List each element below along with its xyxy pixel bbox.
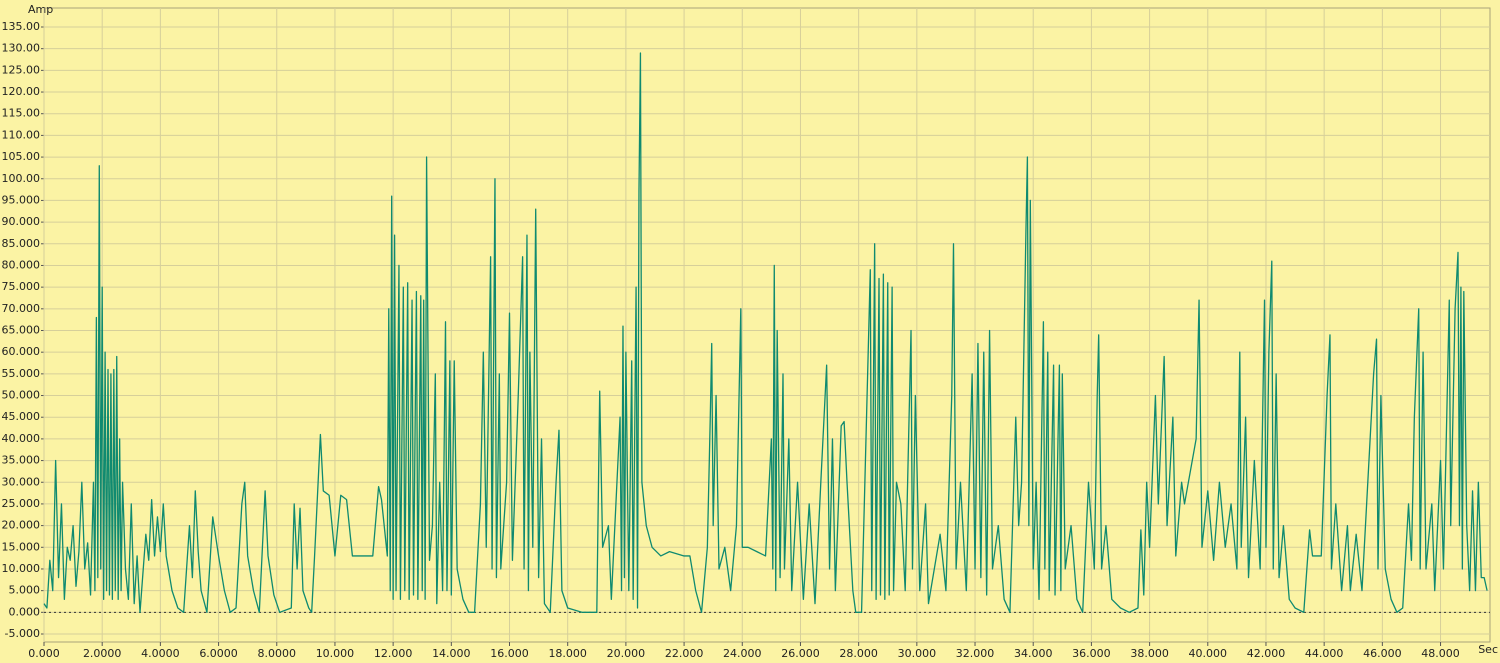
y-tick-label: 30.000 — [2, 475, 41, 488]
x-tick-label: 4.0000 — [141, 647, 180, 660]
x-tick-label: 48.000 — [1421, 647, 1460, 660]
x-tick-label: 30.000 — [898, 647, 937, 660]
y-tick-label: 95.000 — [2, 193, 41, 206]
x-tick-label: 38.000 — [1130, 647, 1169, 660]
x-tick-label: 8.0000 — [258, 647, 297, 660]
y-tick-label: 125.00 — [2, 63, 41, 76]
x-tick-label: 44.000 — [1305, 647, 1344, 660]
x-tick-label: 46.000 — [1363, 647, 1402, 660]
x-tick-label: 6.0000 — [199, 647, 238, 660]
y-tick-label: 80.000 — [2, 258, 41, 271]
x-tick-label: 34.000 — [1014, 647, 1053, 660]
y-tick-label: 75.000 — [2, 280, 41, 293]
y-tick-label: 0.000 — [9, 605, 41, 618]
x-tick-label: 26.000 — [781, 647, 820, 660]
x-tick-label: 36.000 — [1072, 647, 1111, 660]
x-tick-label: 0.000 — [28, 647, 60, 660]
y-tick-label: 45.000 — [2, 410, 41, 423]
y-tick-label: 90.000 — [2, 215, 41, 228]
x-tick-label: 28.000 — [839, 647, 878, 660]
y-tick-label: 15.000 — [2, 540, 41, 553]
x-tick-label: 32.000 — [956, 647, 995, 660]
y-tick-label: 70.000 — [2, 302, 41, 315]
y-tick-label: 5.000 — [9, 584, 41, 597]
x-tick-label: 18.000 — [548, 647, 587, 660]
y-tick-label: 100.00 — [2, 172, 41, 185]
y-tick-label: 10.000 — [2, 562, 41, 575]
x-tick-label: 2.0000 — [83, 647, 122, 660]
x-tick-label: 20.000 — [607, 647, 646, 660]
x-tick-label: 10.000 — [316, 647, 355, 660]
y-tick-label: 120.00 — [2, 85, 41, 98]
y-tick-label: 60.000 — [2, 345, 41, 358]
y-tick-label: 35.000 — [2, 454, 41, 467]
y-tick-label: 50.000 — [2, 389, 41, 402]
x-tick-label: 12.000 — [374, 647, 413, 660]
y-tick-label: 130.00 — [2, 42, 41, 55]
x-tick-label: 16.000 — [490, 647, 529, 660]
x-tick-label: 42.000 — [1247, 647, 1286, 660]
x-tick-label: 40.000 — [1189, 647, 1228, 660]
y-tick-label: 55.000 — [2, 367, 41, 380]
y-tick-label: 65.000 — [2, 324, 41, 337]
x-tick-label: 14.000 — [432, 647, 471, 660]
y-tick-label: 115.00 — [2, 107, 41, 120]
y-tick-label: 85.000 — [2, 237, 41, 250]
x-tick-label: 22.000 — [665, 647, 704, 660]
x-tick-label: 24.000 — [723, 647, 762, 660]
y-tick-label: 105.00 — [2, 150, 41, 163]
signal-line — [43, 52, 1488, 613]
y-tick-label: 25.000 — [2, 497, 41, 510]
y-tick-label: 110.00 — [2, 128, 41, 141]
y-tick-label: 135.00 — [2, 20, 41, 33]
y-tick-label: -5.000 — [5, 627, 40, 640]
x-axis-label: Sec — [1478, 643, 1498, 656]
y-tick-label: 20.000 — [2, 519, 41, 532]
y-tick-label: 40.000 — [2, 432, 41, 445]
y-axis-label: Amp — [28, 3, 53, 16]
